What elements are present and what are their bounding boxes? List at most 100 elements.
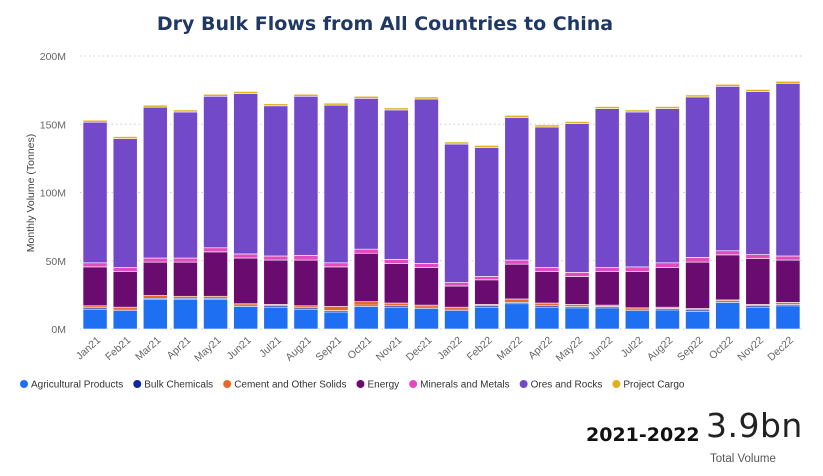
y-tick-label: 0M [51,324,66,336]
x-tick-label: Aug22 [645,334,676,363]
bar-segment-ores-and-rocks [504,117,530,261]
bar-segment-project-cargo [112,136,138,139]
x-tick-label: Feb22 [465,334,495,363]
bar-segment-energy [112,271,138,308]
bar-segment-ores-and-rocks [383,109,409,260]
bar-segment-project-cargo [444,141,469,145]
bar-segment-agricultural-products [534,306,560,330]
bar-segment-ores-and-rocks [745,91,771,255]
legend-label: Minerals and Metals [420,380,509,391]
bar-segment-minerals-and-metals [715,250,741,256]
x-tick-label: Jan21 [74,334,103,362]
x-tick-label: Oct22 [707,334,736,362]
x-tick-label: Jul21 [257,334,284,360]
x-tick-label: Nov21 [374,334,405,363]
bar-segment-energy [594,271,620,306]
bar-segment-ores-and-rocks [353,98,379,250]
bar-segment-energy [263,259,289,305]
bar-segment-ores-and-rocks [624,111,650,268]
bar-segment-ores-and-rocks [414,98,439,264]
x-tick-label: May22 [554,334,586,364]
bar-segment-agricultural-products [353,306,379,330]
bar-segment-agricultural-products [203,299,228,330]
bar-segment-minerals-and-metals [534,267,560,272]
bar-segment-energy [444,285,469,308]
bar-segment-project-cargo [655,106,680,109]
bar-segment-agricultural-products [112,310,138,330]
x-tick-label: Jul22 [619,334,646,360]
x-tick-label: Dec22 [765,334,796,363]
bar-segment-ores-and-rocks [534,126,560,268]
bar-segment-energy [173,261,198,297]
bar-segment-minerals-and-metals [775,255,801,261]
legend-marker [519,380,528,388]
x-tick-label: Mar22 [495,334,525,363]
bar-segment-ores-and-rocks [474,147,500,277]
x-tick-label: Jun21 [224,334,253,362]
x-tick-label: Jun22 [586,334,615,362]
bar-segment-minerals-and-metals [594,267,620,272]
gridlines [80,55,803,330]
legend-marker [223,380,232,388]
bar-segment-project-cargo [293,93,319,97]
bar-segment-cement-and-other-solids [534,302,560,307]
bar-segment-cement-and-other-solids [383,302,409,307]
bar-segment-agricultural-products [745,306,771,330]
bar-segment-ores-and-rocks [655,108,680,264]
bar-segment-energy [353,252,379,303]
legend-marker [356,380,365,388]
bar-segment-project-cargo [263,103,289,107]
kpi-caption: Total Volume [710,453,776,465]
x-tick-label: Nov22 [735,334,766,363]
x-tick-label: Apr22 [526,334,555,362]
bar-segment-energy [504,263,530,300]
bar-segment-energy [82,266,108,307]
x-tick-label: Sep21 [314,334,345,363]
bar-segment-cement-and-other-solids [414,304,439,308]
bar-segment-minerals-and-metals [142,257,168,263]
bar-segment-agricultural-products [293,308,319,330]
bar-segment-energy [293,259,319,307]
kpi-period: 2021-2022 [586,424,700,446]
x-tick-label: May21 [192,334,224,364]
bar-segment-agricultural-products [82,308,108,330]
bar-segment-project-cargo [142,104,168,108]
bar-segment-minerals-and-metals [414,263,439,268]
bar-segment-ores-and-rocks [293,95,319,256]
legend-marker [612,380,621,388]
legend-label: Agricultural Products [31,380,123,391]
bar-segment-energy [685,261,710,309]
legend-marker [133,380,142,388]
bar-segment-cement-and-other-solids [293,305,319,309]
bar-segment-agricultural-products [173,299,198,330]
bar-segment-agricultural-products [263,306,289,330]
bar-segment-project-cargo [474,145,500,148]
bar-segment-ores-and-rocks [323,104,349,264]
bar-segment-project-cargo [504,115,530,118]
bar-segment-project-cargo [534,124,560,128]
bar-segment-project-cargo [624,109,650,113]
x-tick-label: Oct21 [345,334,374,362]
x-tick-label: Jan22 [435,334,464,362]
legend-label: Cement and Other Solids [234,380,346,391]
bar-segment-cement-and-other-solids [353,301,379,306]
bar-segment-energy [142,261,168,296]
bar-segment-project-cargo [203,93,228,97]
bar-segment-ores-and-rocks [82,121,108,264]
bar-segment-minerals-and-metals [504,259,530,265]
bar-segment-project-cargo [414,96,439,100]
bar-segment-minerals-and-metals [203,247,228,253]
chart-title: Dry Bulk Flows from All Countries to Chi… [157,13,613,35]
bar-segment-agricultural-products [504,303,530,330]
kpi-value: 3.9bn [706,406,803,445]
bars [82,80,801,330]
legend-label: Bulk Chemicals [144,380,213,391]
bar-segment-agricultural-products [564,307,590,330]
bar-segment-project-cargo [82,119,108,123]
bar-segment-minerals-and-metals [745,254,771,260]
bar-segment-ores-and-rocks [444,143,469,283]
bar-segment-energy [775,259,801,303]
bar-segment-agricultural-products [685,310,710,330]
bar-segment-minerals-and-metals [263,255,289,261]
